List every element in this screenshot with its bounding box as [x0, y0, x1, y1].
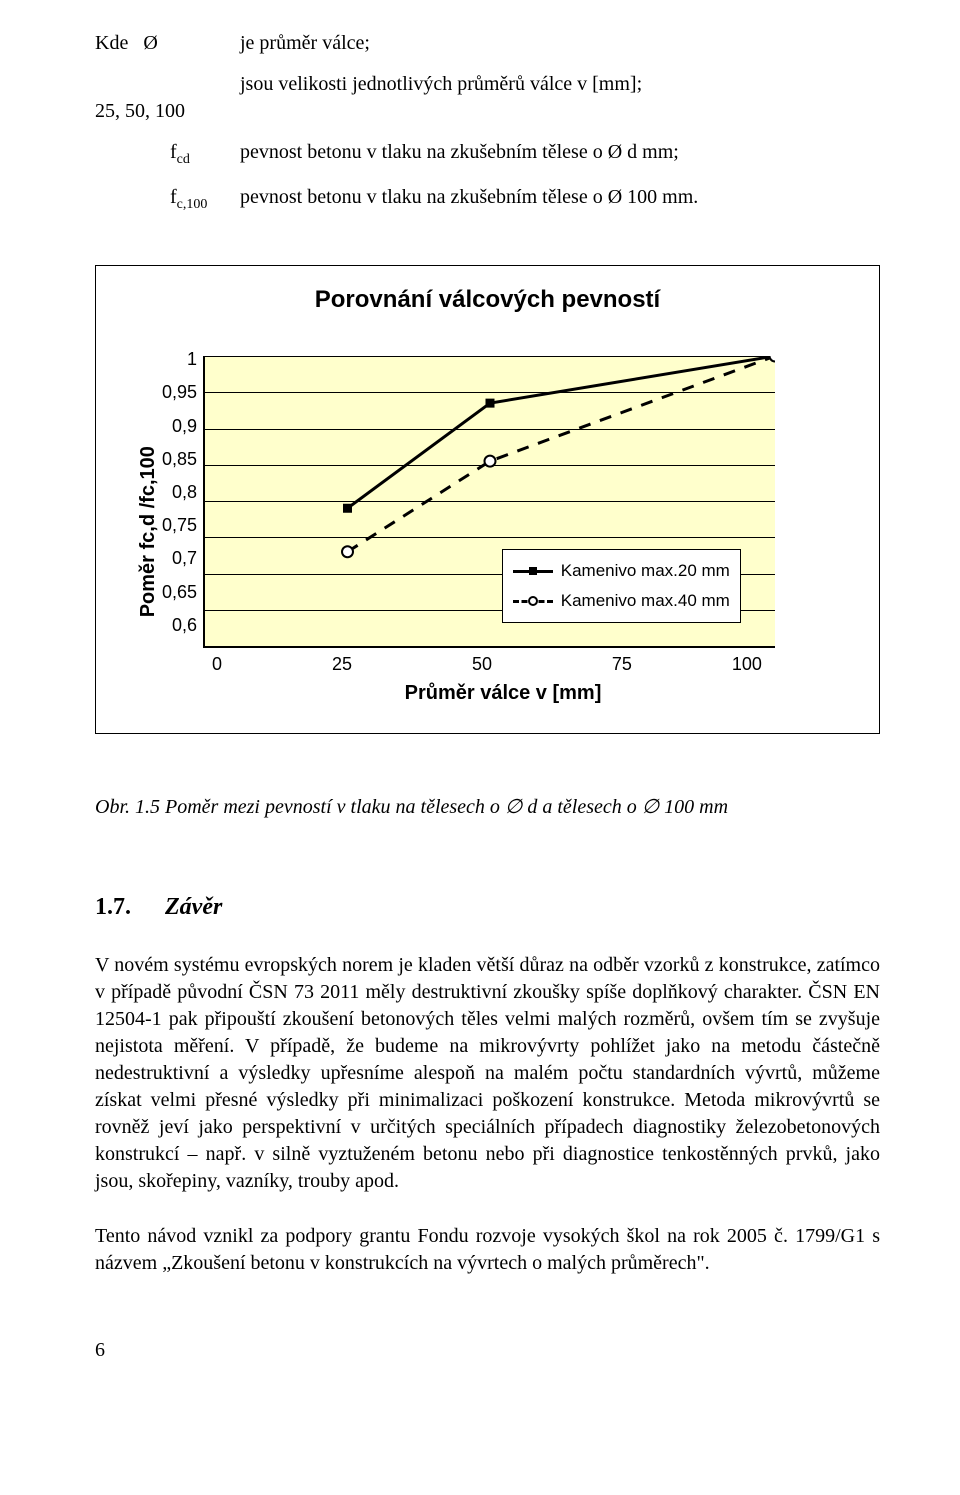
chart-marker-square [343, 504, 352, 513]
section-number: 1.7. [95, 891, 165, 923]
def-desc-3: pevnost betonu v tlaku na zkušebním těle… [240, 184, 880, 215]
def-sym: Kde Ø [95, 30, 165, 57]
page-number: 6 [95, 1337, 880, 1364]
chart-series-line [348, 356, 776, 552]
body-paragraph-1: V novém systému evropských norem je klad… [95, 952, 880, 1195]
chart-legend-label: Kamenivo max.20 mm [561, 560, 730, 583]
def-val: 25, 50, 100 [95, 98, 185, 125]
def-term-1: 25, 50, 100 [95, 71, 240, 125]
chart-legend: Kamenivo max.20 mm Kamenivo max.40 mm [502, 549, 741, 623]
chart-container: Porovnání válcových pevností Poměr fc,d … [95, 265, 880, 735]
chart-y-axis-label: Poměr fc,d /fc,100 [131, 356, 162, 707]
body-paragraph-2: Tento návod vznikl za podpory grantu Fon… [95, 1223, 880, 1277]
chart-y-tick: 0,95 [162, 380, 197, 404]
def-desc-0: je průměr válce; [240, 30, 880, 57]
chart-plot-area: Kamenivo max.20 mm Kamenivo max.40 mm [203, 356, 775, 648]
chart-x-tick: 25 [332, 652, 352, 676]
chart-x-ticks: 0 25 50 75 100 [212, 652, 792, 676]
chart-y-tick: 0,8 [172, 480, 197, 504]
chart-legend-swatch [513, 561, 553, 581]
figure-caption: Obr. 1.5 Poměr mezi pevností v tlaku na … [95, 794, 880, 821]
chart-x-tick: 75 [612, 652, 632, 676]
def-term-0: Kde Ø [95, 30, 240, 57]
chart-marker-circle [342, 546, 353, 557]
chart-y-tick: 0,9 [172, 414, 197, 438]
chart-y-tick: 0,65 [162, 580, 197, 604]
chart-marker-square [486, 399, 495, 408]
chart-title: Porovnání válcových pevností [131, 284, 844, 316]
chart-y-tick: 0,85 [162, 447, 197, 471]
chart-x-tick: 0 [212, 652, 222, 676]
chart-y-tick: 1 [187, 347, 197, 371]
chart-plot-column: 10,950,90,850,80,750,70,650,6 Kamenivo m… [162, 356, 844, 707]
chart-x-tick: 100 [732, 652, 762, 676]
chart-y-ticks: 1 0,95 0,9 0,85 0,8 0,75 0,7 0,65 0,6 [162, 347, 203, 637]
chart-y-tick: 0,7 [172, 546, 197, 570]
definitions-list: Kde Ø je průměr válce; 25, 50, 100 jsou … [95, 30, 880, 215]
circle-icon [528, 596, 538, 606]
def-val: fcd [170, 139, 190, 170]
chart-y-tick: 0,6 [172, 613, 197, 637]
section-heading: 1.7.Závěr [95, 891, 880, 923]
square-icon [529, 567, 537, 575]
chart-marker-circle [485, 456, 496, 467]
document-page: Kde Ø je průměr válce; 25, 50, 100 jsou … [0, 0, 960, 1404]
chart-x-axis-label: Průměr válce v [mm] [162, 680, 844, 707]
chart-x-tick: 50 [472, 652, 492, 676]
chart-legend-swatch [513, 591, 553, 611]
chart-legend-item: Kamenivo max.20 mm [513, 556, 730, 586]
chart-plot-row: 10,950,90,850,80,750,70,650,6 Kamenivo m… [162, 356, 844, 648]
def-desc-1: jsou velikosti jednotlivých průměrů válc… [240, 71, 880, 125]
chart-body: Poměr fc,d /fc,100 10,950,90,850,80,750,… [131, 356, 844, 707]
def-desc-2: pevnost betonu v tlaku na zkušebním těle… [240, 139, 880, 170]
chart-gridline [205, 646, 775, 647]
def-val: fc,100 [170, 184, 207, 215]
def-term-3: fc,100 [95, 184, 240, 215]
def-term-2: fcd [95, 139, 240, 170]
chart-legend-label: Kamenivo max.40 mm [561, 590, 730, 613]
chart-legend-item: Kamenivo max.40 mm [513, 586, 730, 616]
chart-marker-circle [770, 356, 776, 362]
chart-y-tick: 0,75 [162, 513, 197, 537]
section-title: Závěr [165, 894, 222, 920]
